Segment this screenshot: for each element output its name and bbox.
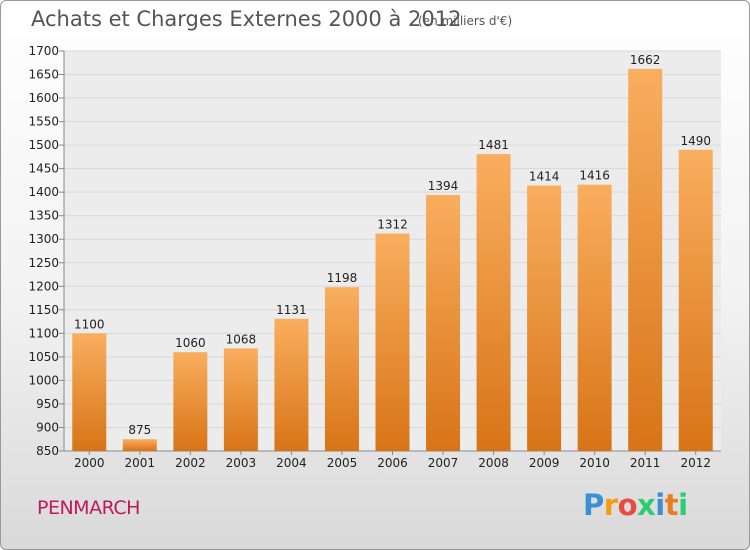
value-label-2005: 1198 — [327, 271, 358, 285]
x-tick-label-2009: 2009 — [529, 456, 560, 470]
y-tick-label: 850 — [36, 444, 59, 458]
bar-2012 — [678, 149, 713, 451]
y-tick-label: 1400 — [28, 185, 59, 199]
bar-2006 — [375, 233, 410, 451]
logo-letter: P — [583, 488, 604, 522]
x-tick-label-2006: 2006 — [377, 456, 408, 470]
value-label-2012: 1490 — [680, 134, 711, 148]
town-name: PENMARCH — [37, 497, 140, 519]
value-label-2000: 1100 — [74, 317, 105, 331]
value-label-2007: 1394 — [428, 179, 459, 193]
logo-letter: i — [655, 488, 665, 522]
y-tick-label: 950 — [36, 397, 59, 411]
y-tick-label: 1550 — [28, 115, 59, 129]
x-tick-label-2002: 2002 — [175, 456, 206, 470]
logo-letter: t — [664, 488, 679, 522]
value-label-2010: 1416 — [579, 169, 610, 183]
y-tick-label: 1100 — [28, 326, 59, 340]
y-tick-label: 900 — [36, 420, 59, 434]
logo-letter: i — [678, 488, 688, 522]
y-tick-label: 1050 — [28, 350, 59, 364]
y-tick-label: 1450 — [28, 162, 59, 176]
x-tick-label-2001: 2001 — [125, 456, 156, 470]
y-tick-label: 1350 — [28, 209, 59, 223]
bar-2001 — [122, 439, 157, 451]
x-tick-label-2011: 2011 — [630, 456, 661, 470]
bar-2005 — [324, 287, 359, 451]
value-label-2008: 1481 — [478, 138, 509, 152]
x-tick-label-2008: 2008 — [478, 456, 509, 470]
y-tick-label: 1150 — [28, 303, 59, 317]
y-tick-label: 1600 — [28, 91, 59, 105]
value-label-2006: 1312 — [377, 218, 408, 232]
y-tick-label: 1500 — [28, 138, 59, 152]
value-label-2001: 875 — [128, 423, 151, 437]
y-tick-label: 1250 — [28, 256, 59, 270]
bar-2010 — [577, 184, 612, 451]
bar-2007 — [426, 195, 461, 451]
logo-letter: r — [603, 488, 618, 522]
y-tick-label: 1700 — [28, 44, 59, 58]
bar-2002 — [173, 352, 208, 451]
value-label-2011: 1662 — [630, 53, 661, 67]
y-tick-label: 1650 — [28, 68, 59, 82]
value-label-2009: 1414 — [529, 170, 560, 184]
bar-2009 — [527, 185, 562, 451]
bar-2000 — [72, 333, 107, 451]
value-label-2002: 1060 — [175, 336, 206, 350]
x-tick-label-2005: 2005 — [327, 456, 358, 470]
x-tick-label-2007: 2007 — [428, 456, 459, 470]
logo-letter: o — [617, 488, 638, 522]
x-tick-label-2010: 2010 — [579, 456, 610, 470]
x-tick-label-2000: 2000 — [74, 456, 105, 470]
y-tick-label: 1000 — [28, 373, 59, 387]
chart-title: Achats et Charges Externes 2000 à 2012 — [31, 7, 462, 31]
proxiti-logo: Proxiti — [583, 488, 688, 522]
bar-2011 — [628, 68, 663, 451]
bar-2003 — [223, 348, 258, 451]
x-tick-label-2004: 2004 — [276, 456, 307, 470]
unit-label: (en milliers d'€) — [418, 14, 513, 28]
bar-2004 — [274, 318, 309, 451]
value-label-2003: 1068 — [226, 332, 257, 346]
y-tick-label: 1200 — [28, 279, 59, 293]
x-tick-label-2003: 2003 — [226, 456, 257, 470]
value-label-2004: 1131 — [276, 303, 307, 317]
x-tick-label-2012: 2012 — [680, 456, 711, 470]
logo-letter: x — [637, 488, 656, 522]
y-tick-label: 1300 — [28, 232, 59, 246]
bar-2008 — [476, 154, 511, 451]
